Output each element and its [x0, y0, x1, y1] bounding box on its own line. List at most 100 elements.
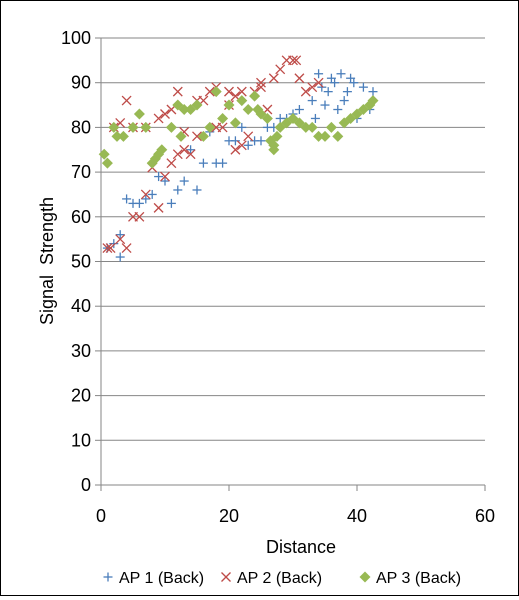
y-tick-labels: 0 10 20 30 40 50 60 70 80 90 100: [61, 28, 91, 495]
legend-marker-ap3: [359, 571, 371, 583]
y-tick-label: 80: [71, 117, 91, 137]
data-point: [242, 104, 254, 116]
data-point: [230, 136, 240, 146]
data-point: [185, 149, 196, 160]
data-point: [218, 158, 228, 168]
data-point: [300, 86, 311, 97]
series-ap2: [102, 55, 324, 254]
data-point: [243, 140, 253, 150]
data-point: [313, 77, 324, 88]
data-point: [134, 198, 144, 208]
data-point: [243, 131, 254, 142]
data-point: [336, 69, 346, 79]
data-point: [342, 87, 352, 97]
data-point: [294, 105, 304, 115]
data-point: [236, 140, 247, 151]
data-point: [291, 55, 302, 66]
data-point: [117, 130, 129, 142]
data-point: [121, 95, 132, 106]
data-point: [223, 99, 235, 111]
data-point: [275, 64, 286, 75]
data-point: [178, 104, 190, 116]
data-point: [179, 144, 190, 155]
data-point: [294, 73, 305, 84]
x-tick-label: 0: [96, 506, 106, 526]
legend-item-ap2: AP 2 (Back): [221, 570, 322, 587]
data-point: [115, 230, 125, 240]
data-point: [165, 121, 177, 133]
data-point: [160, 176, 170, 186]
data-point: [313, 130, 325, 142]
data-point: [249, 90, 261, 102]
data-point: [256, 77, 266, 88]
data-point: [349, 78, 359, 88]
data-point: [108, 121, 120, 133]
data-point: [323, 87, 333, 97]
legend-marker-shape: [103, 572, 113, 582]
gridlines: [101, 37, 485, 441]
data-point: [115, 234, 126, 245]
data-point: [236, 86, 247, 97]
data-point: [160, 109, 170, 119]
data-point: [261, 112, 273, 124]
data-point: [197, 130, 209, 142]
data-point: [358, 82, 368, 92]
legend-label-ap1: AP 1 (Back): [119, 570, 204, 587]
y-tick-label: 100: [61, 28, 91, 48]
data-point: [173, 185, 183, 195]
data-point: [319, 130, 331, 142]
data-point: [314, 69, 324, 79]
legend-item-ap3: AP 3 (Back): [359, 570, 461, 587]
data-point: [156, 144, 168, 156]
data-point: [198, 158, 208, 168]
data-point: [367, 95, 379, 107]
data-point: [192, 131, 202, 142]
data-point: [111, 130, 123, 142]
x-tick-label: 60: [475, 506, 495, 526]
data-point: [230, 144, 241, 155]
data-point: [204, 121, 216, 133]
data-point: [175, 130, 187, 142]
data-point: [166, 198, 176, 208]
y-tick-label: 70: [71, 162, 91, 182]
data-point: [166, 158, 177, 169]
data-point: [172, 149, 183, 160]
axes: [95, 37, 486, 491]
data-point: [310, 113, 320, 123]
data-point: [268, 144, 280, 156]
data-point: [229, 117, 241, 129]
data-points: [98, 55, 379, 262]
data-point: [102, 243, 113, 254]
data-point: [115, 252, 125, 262]
y-axis-label: Signal Strength: [37, 197, 57, 325]
data-point: [320, 100, 330, 110]
data-point: [332, 130, 344, 142]
series-ap1: [102, 69, 378, 262]
data-point: [172, 86, 183, 97]
x-tick-labels: 0 20 40 60: [96, 506, 495, 526]
data-point: [133, 108, 145, 120]
data-point: [325, 121, 337, 133]
legend-marker-ap2: [221, 572, 231, 582]
data-point: [105, 243, 116, 254]
data-point: [153, 202, 164, 213]
data-point: [368, 87, 378, 97]
series-ap3: [98, 86, 379, 169]
legend-marker-shape: [359, 571, 371, 583]
data-point: [122, 194, 132, 204]
data-point: [153, 113, 164, 124]
y-tick-label: 20: [71, 386, 91, 406]
x-tick-label: 40: [347, 506, 367, 526]
data-point: [140, 121, 152, 133]
data-point: [147, 189, 157, 199]
y-tick-label: 30: [71, 341, 91, 361]
data-point: [101, 157, 113, 169]
y-tick-label: 10: [71, 430, 91, 450]
data-point: [98, 148, 110, 160]
data-point: [160, 171, 170, 182]
data-point: [333, 105, 343, 115]
data-point: [186, 145, 196, 155]
y-tick-label: 50: [71, 252, 91, 272]
x-axis-label: Distance: [266, 537, 336, 557]
